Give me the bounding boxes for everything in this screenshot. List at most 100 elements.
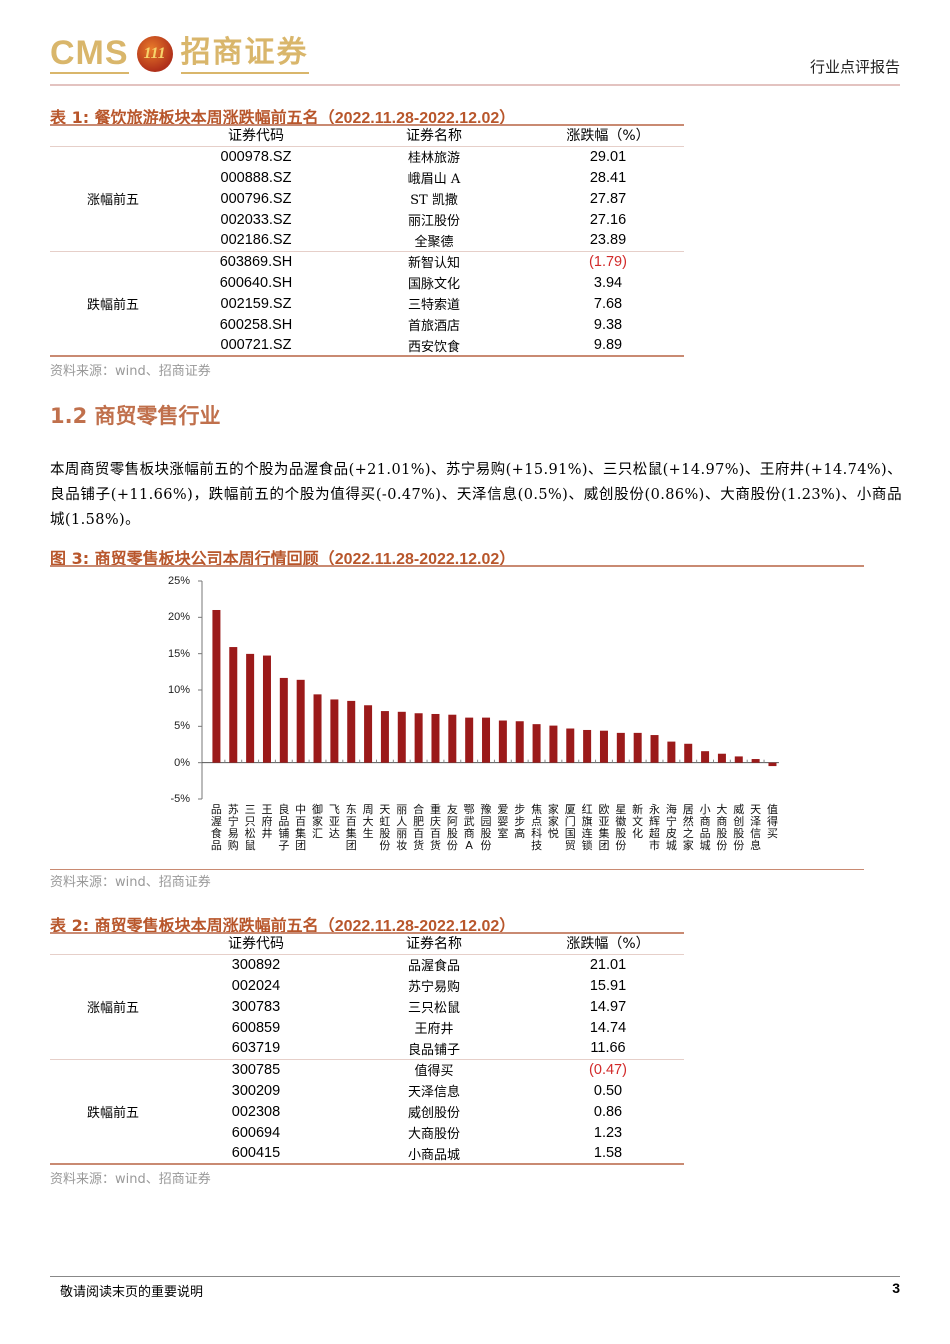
- table-row: 600640.SH 国脉文化 3.94: [50, 272, 684, 293]
- security-name: 大商股份: [407, 1127, 460, 1142]
- security-code: 000978.SZ: [220, 148, 292, 165]
- table2-header-row: 证券代码 证券名称 涨跌幅（%）: [50, 933, 684, 955]
- table2-caption-date: 2022.11.28-2022.12.02: [334, 918, 500, 935]
- x-category-label: 豫园股份: [480, 803, 492, 852]
- x-category-label: 良品铺子: [278, 803, 290, 852]
- security-name: 威创股份: [407, 1106, 460, 1121]
- logo-badge-icon: 111: [136, 36, 173, 72]
- x-category-label: 大商股份: [716, 803, 728, 852]
- chart-plot-area: [198, 580, 779, 800]
- security-name: 小商品城: [336, 1143, 532, 1165]
- table-row: 跌幅前五 603869.SH 新智认知 (1.79): [50, 251, 684, 357]
- table-row: 002024 苏宁易购 15.91: [50, 975, 684, 996]
- security-code: 002308: [231, 1103, 281, 1120]
- section-title: 1.2 商贸零售行业: [50, 404, 221, 428]
- x-category-label: 厦门国贸: [564, 803, 576, 852]
- security-code: 000721.SZ: [176, 335, 336, 357]
- chart-bar: [330, 699, 339, 763]
- table1-caption-date: 2022.11.28-2022.12.02: [334, 110, 500, 127]
- x-category-label: 天泽信息: [750, 803, 762, 852]
- chart-bar: [717, 753, 726, 763]
- table2-caption-end: ）: [499, 916, 516, 935]
- table-row: 涨幅前五 300892 品渥食品 21.01: [50, 954, 684, 1060]
- security-name: 天泽信息: [407, 1085, 460, 1100]
- chart-bar: [667, 741, 676, 763]
- chart-bar: [397, 711, 406, 763]
- table1-caption: 表 1: 餐饮旅游板块本周涨跌幅前五名（2022.11.28-2022.12.0…: [50, 104, 515, 128]
- chart-bar: [768, 762, 777, 767]
- x-category-label: 友阿股份: [446, 803, 458, 852]
- change-percent: 9.38: [593, 316, 623, 333]
- chart-bar: [482, 717, 491, 763]
- y-tick-label: 20%: [167, 611, 190, 624]
- security-code: 603719: [176, 1038, 336, 1060]
- security-name: 丽江股份: [407, 214, 460, 229]
- y-tick-label: 5%: [174, 720, 190, 733]
- chart-bar: [684, 743, 693, 763]
- change-percent: 11.66: [532, 1038, 684, 1060]
- column-header-change: 涨跌幅（%）: [532, 933, 684, 955]
- change-percent: 27.87: [589, 190, 627, 207]
- table2: 证券代码 证券名称 涨跌幅（%） 涨幅前五 300892 品渥食品 21.01 0020…: [50, 933, 684, 1165]
- column-header: [50, 125, 176, 147]
- chart-bar: [566, 728, 575, 763]
- table1: 证券代码 证券名称 涨跌幅（%） 涨幅前五 000978.SZ 桂林旅游 29.01 0…: [50, 125, 684, 357]
- group-label: 跌幅前五: [50, 1059, 176, 1165]
- chart-bar: [616, 732, 625, 763]
- security-code: 002024: [231, 977, 281, 994]
- y-tick-label: 15%: [167, 647, 190, 660]
- chart-bar: [448, 714, 457, 763]
- x-category-label: 苏宁易购: [227, 803, 239, 852]
- chart-bar: [515, 721, 524, 763]
- column-header-name: 证券名称: [336, 125, 532, 147]
- page-number: 3: [892, 1280, 900, 1296]
- group-label: 涨幅前五: [50, 954, 176, 1060]
- chart-bar: [583, 729, 592, 763]
- security-code: 600694: [231, 1124, 281, 1141]
- table-row: 600415 小商品城 1.58: [50, 1143, 684, 1165]
- security-code: 600258.SH: [219, 316, 293, 333]
- column-header-change: 涨跌幅（%）: [532, 125, 684, 147]
- security-name: 全聚德: [336, 230, 532, 252]
- x-category-label: 周大生: [362, 803, 374, 840]
- x-category-label: 合肥百货: [413, 803, 425, 852]
- x-category-label: 品渥食品: [210, 803, 222, 852]
- x-category-label: 新文化: [632, 803, 644, 840]
- security-name: 国脉文化: [407, 277, 460, 292]
- security-name: 三只松鼠: [407, 1001, 460, 1016]
- chart-bar: [431, 713, 440, 763]
- change-percent: 1.23: [593, 1124, 623, 1141]
- table-row: 000888.SZ 峨眉山 A 28.41: [50, 167, 684, 188]
- x-category-label: 威创股份: [733, 803, 745, 852]
- x-category-label: 家家悦: [547, 803, 559, 840]
- security-name: 苏宁易购: [407, 980, 460, 995]
- chart-bar: [296, 679, 305, 763]
- chart-bar: [633, 732, 642, 763]
- change-percent: 29.01: [589, 148, 627, 165]
- change-percent: (0.47): [589, 1061, 627, 1078]
- footer-notice: 敬请阅读末页的重要说明: [60, 1285, 204, 1300]
- y-tick-label: 25%: [167, 575, 190, 587]
- chart-bar: [246, 653, 255, 763]
- x-category-label: 值得买: [766, 803, 778, 840]
- security-name: 王府井: [414, 1022, 454, 1037]
- chart-bar: [549, 725, 558, 763]
- table2-caption-text: 表 2: 商贸零售板块本周涨跌幅前五名（: [50, 916, 335, 935]
- security-code: 300209: [231, 1082, 281, 1099]
- y-tick-label: 10%: [167, 684, 190, 696]
- section-paragraph: 本周商贸零售板块涨幅前五的个股为品渥食品(+21.01%)、苏宁易购(+15.9…: [50, 462, 902, 528]
- x-category-label: 东百集团: [345, 803, 357, 852]
- change-percent: 14.97: [589, 998, 627, 1015]
- security-name: 良品铺子: [336, 1038, 532, 1060]
- x-category-label: 爱婴室: [497, 803, 509, 840]
- table2-caption: 表 2: 商贸零售板块本周涨跌幅前五名（2022.11.28-2022.12.0…: [50, 912, 515, 936]
- x-category-label: 御家汇: [312, 803, 324, 840]
- chart-bar: [498, 720, 507, 763]
- security-name: 西安饮食: [336, 335, 532, 357]
- security-code: 300783: [231, 998, 281, 1015]
- table-row: 000721.SZ 西安饮食 9.89: [50, 335, 684, 357]
- change-percent: 14.74: [589, 1019, 627, 1036]
- chart-bar: [212, 609, 221, 763]
- change-percent: 0.86: [593, 1103, 623, 1120]
- table-row: 002159.SZ 三特索道 7.68: [50, 293, 684, 314]
